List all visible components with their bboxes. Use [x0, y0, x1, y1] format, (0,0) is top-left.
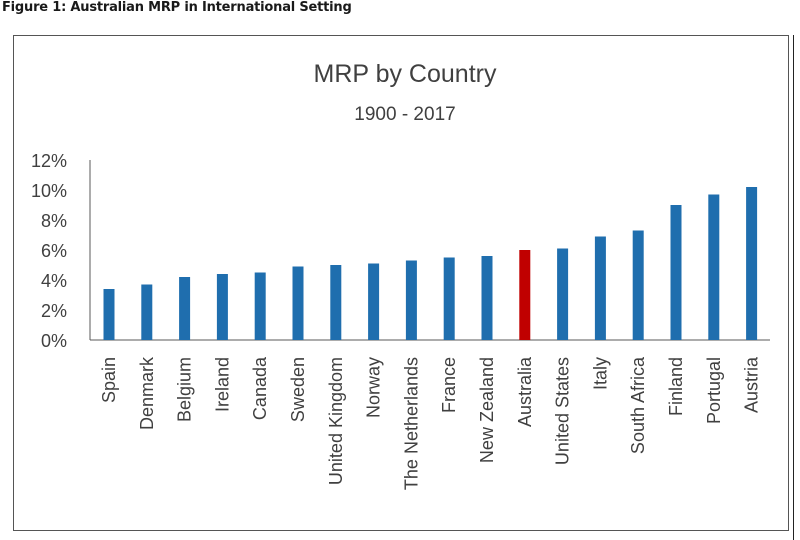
x-tick-label: Belgium [175, 357, 195, 422]
x-tick-label: Portugal [704, 357, 724, 424]
chart-title: MRP by Country [314, 60, 497, 88]
bars [103, 187, 758, 340]
bar-united-kingdom [330, 265, 342, 340]
x-tick-label: Austria [742, 356, 762, 413]
page-edge-line [793, 35, 794, 540]
y-tick-label: 2% [41, 301, 67, 321]
x-tick-label: New Zealand [477, 357, 497, 463]
y-tick-label: 12% [31, 151, 67, 171]
bar-south-africa [632, 230, 644, 340]
bar-france [443, 257, 455, 340]
bar-austria [746, 187, 758, 340]
bar-united-states [557, 248, 569, 340]
bar-portugal [708, 194, 720, 340]
x-tick-label: Australia [515, 356, 535, 427]
bar-denmark [141, 284, 153, 340]
x-tick-label: Spain [99, 357, 119, 403]
x-tick-label: Italy [590, 357, 610, 390]
bar-canada [254, 272, 266, 340]
x-tick-label: The Netherlands [401, 357, 421, 490]
chart-frame [13, 35, 789, 531]
x-tick-label: Denmark [137, 356, 157, 430]
bar-new-zealand [481, 256, 493, 340]
x-tick-label: Finland [666, 357, 686, 416]
x-tick-label: Sweden [288, 357, 308, 422]
bar-finland [670, 205, 682, 340]
bar-australia [519, 250, 531, 340]
bar-italy [594, 236, 606, 340]
figure-caption: Figure 1: Australian MRP in Internationa… [2, 0, 352, 15]
y-tick-label: 8% [41, 211, 67, 231]
y-tick-label: 10% [31, 181, 67, 201]
x-tick-label: United States [553, 357, 573, 465]
x-tick-label: United Kingdom [326, 357, 346, 485]
x-axis-labels: Spain Denmark Belgium Ireland Canada Sweden Un… [99, 356, 762, 490]
x-tick-label: France [439, 357, 459, 413]
y-tick-label: 6% [41, 241, 67, 261]
chart-subtitle: 1900 - 2017 [354, 104, 455, 125]
bar-the-netherlands [405, 260, 417, 340]
x-tick-label: Ireland [212, 357, 232, 412]
y-axis: 12% 10% 8% 6% 4% 2% 0% [31, 151, 770, 351]
bar-ireland [216, 274, 228, 340]
y-tick-label: 4% [41, 271, 67, 291]
x-tick-label: Norway [364, 357, 384, 418]
x-tick-label: Canada [250, 356, 270, 420]
bar-sweden [292, 266, 304, 340]
y-tick-label: 0% [41, 331, 67, 351]
bar-belgium [179, 277, 191, 340]
bar-norway [368, 263, 380, 340]
bar-spain [103, 289, 115, 340]
x-tick-label: South Africa [628, 356, 648, 454]
